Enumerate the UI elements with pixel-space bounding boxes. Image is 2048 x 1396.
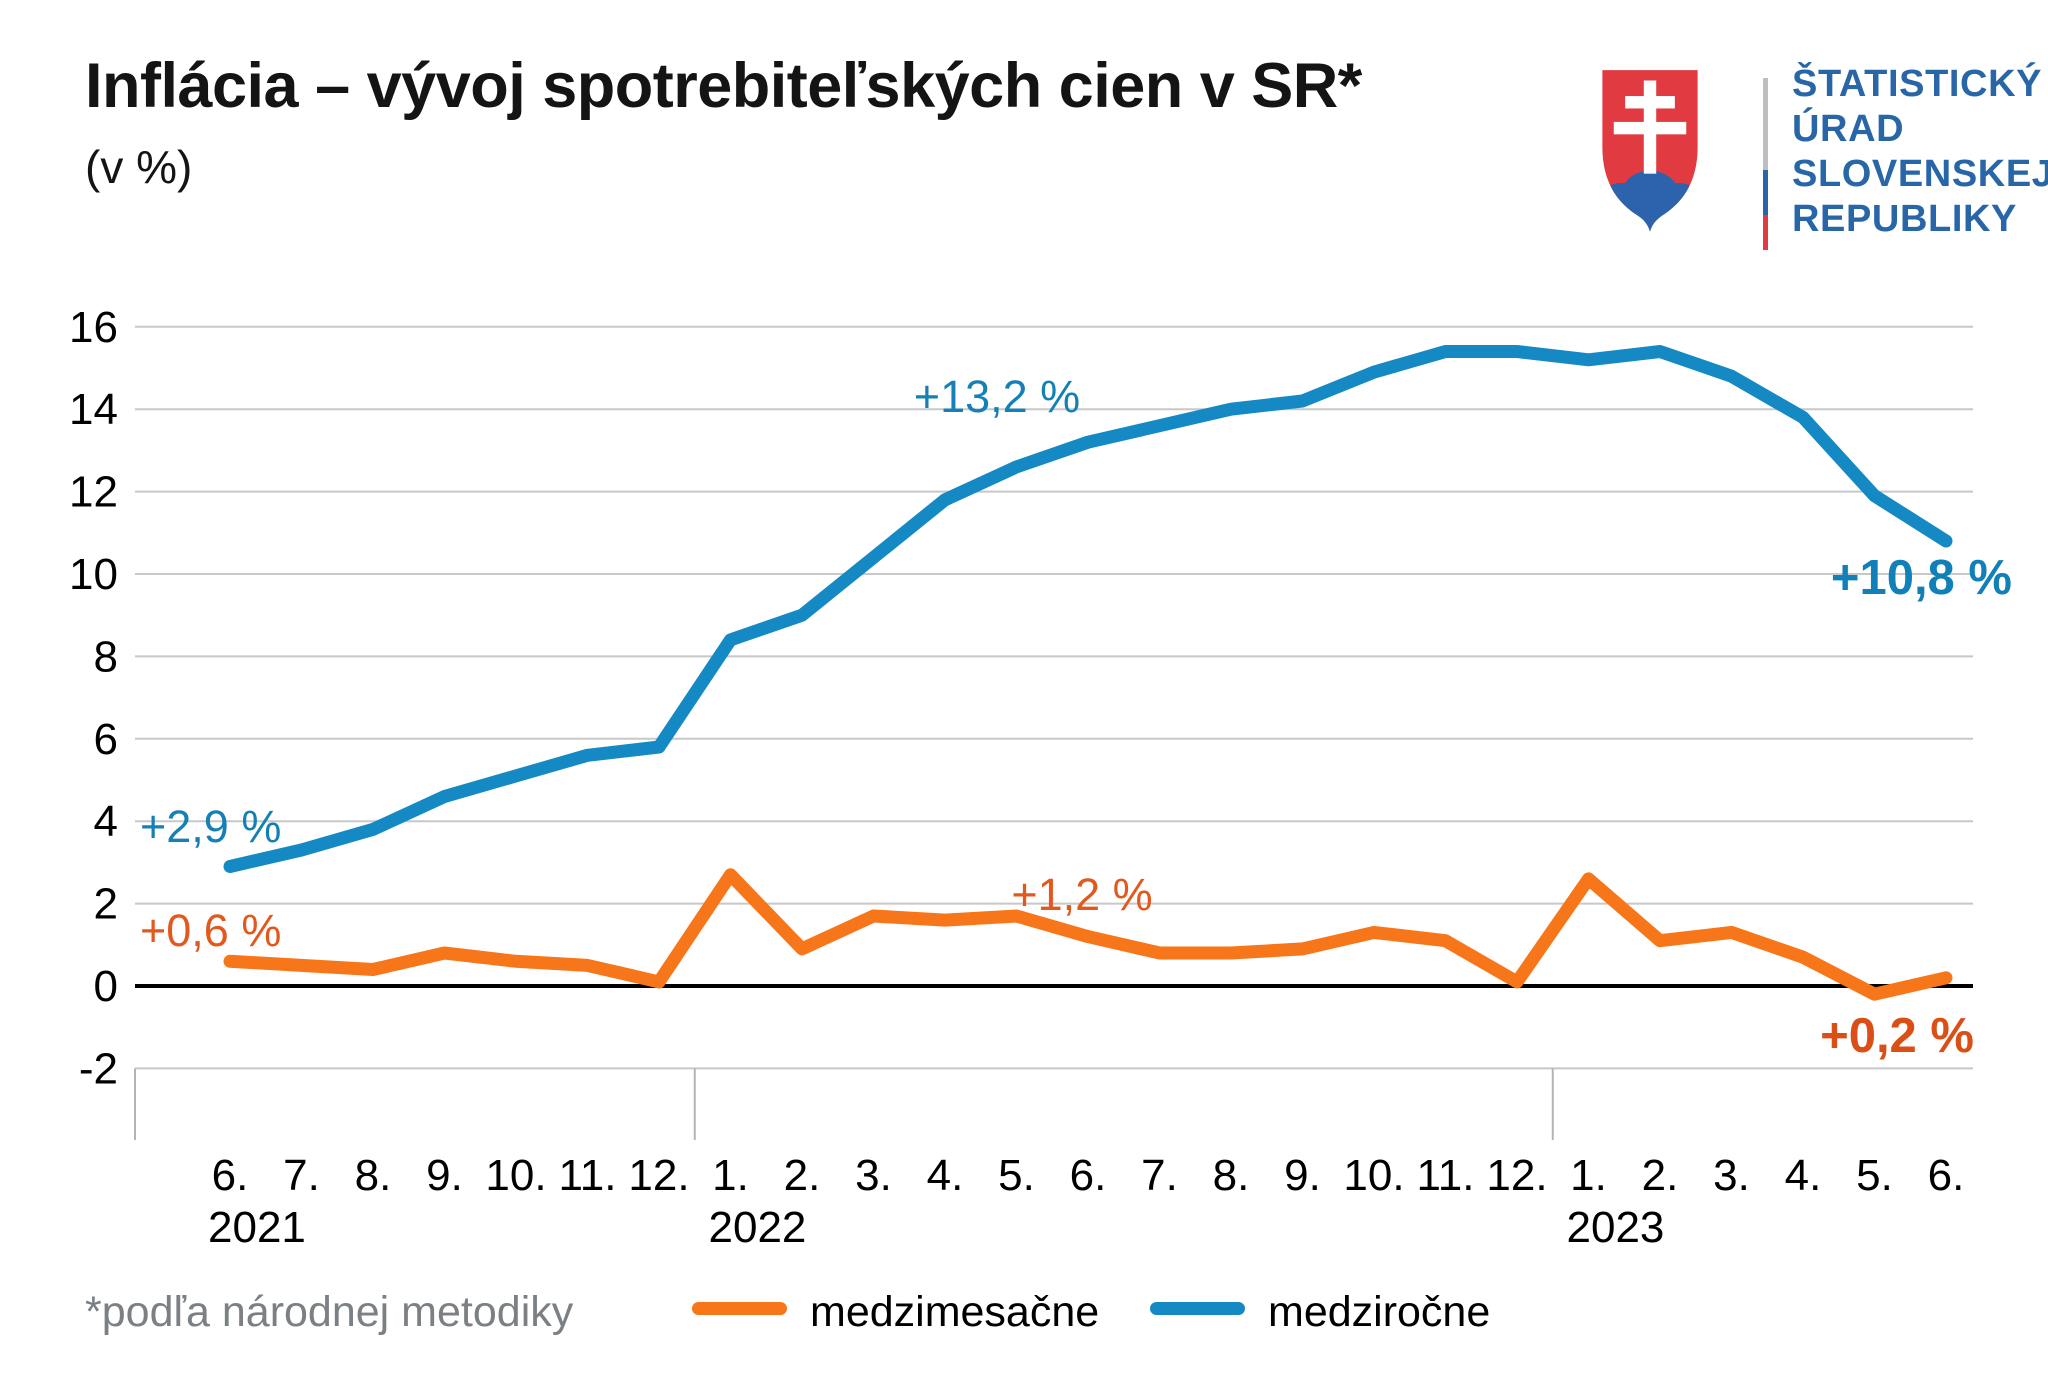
data-label: +2,9 % xyxy=(140,801,281,852)
y-axis-tick-label: 2 xyxy=(94,880,118,929)
page-title: Inflácia – vývoj spotrebiteľských cien v… xyxy=(85,51,1362,121)
y-axis-tick-label: 14 xyxy=(69,385,118,434)
y-axis-tick-label: 4 xyxy=(94,797,118,846)
x-axis-month-label: 3. xyxy=(1713,1151,1750,1200)
x-axis-month-label: 10. xyxy=(485,1151,546,1200)
x-axis-month-label: 3. xyxy=(855,1151,892,1200)
logo-org-line: ÚRAD xyxy=(1792,108,1905,150)
data-label: +0,2 % xyxy=(1820,1009,1974,1063)
x-axis-month-label: 10. xyxy=(1343,1151,1404,1200)
y-axis-tick-label: 0 xyxy=(94,962,118,1011)
x-axis-month-label: 6. xyxy=(1070,1151,1107,1200)
x-axis-month-label: 6. xyxy=(212,1151,249,1200)
y-axis-tick-label: 10 xyxy=(69,550,118,599)
logo-divider xyxy=(1763,78,1768,250)
y-axis-tick-label: 8 xyxy=(94,632,118,681)
x-axis-month-label: 1. xyxy=(712,1151,749,1200)
series-line-medzirocne xyxy=(223,345,1953,873)
data-label: +10,8 % xyxy=(1831,551,2012,605)
x-axis-year-label: 2022 xyxy=(709,1203,807,1252)
x-axis-month-label: 6. xyxy=(1928,1151,1965,1200)
data-label: +0,6 % xyxy=(140,905,281,956)
y-axis-tick-label: 6 xyxy=(94,715,118,764)
x-axis-month-label: 9. xyxy=(1284,1151,1321,1200)
logo-org-line: ŠTATISTICKÝ xyxy=(1792,63,2043,105)
x-axis-month-label: 7. xyxy=(283,1151,320,1200)
x-axis-month-label: 8. xyxy=(355,1151,392,1200)
series-line-medzimesacne xyxy=(223,868,1953,1001)
data-label: +1,2 % xyxy=(1011,869,1152,920)
x-axis-month-label: 7. xyxy=(1141,1151,1178,1200)
slovak-coat-of-arms-icon xyxy=(1602,70,1698,232)
page-subtitle: (v %) xyxy=(85,141,193,193)
x-axis-month-label: 2. xyxy=(784,1151,821,1200)
data-label: +13,2 % xyxy=(914,371,1080,422)
logo-org-name: ŠTATISTICKÝ ÚRAD SLOVENSKEJ REPUBLIKY xyxy=(1792,62,2048,242)
x-axis-month-label: 4. xyxy=(1785,1151,1822,1200)
x-axis-month-label: 12. xyxy=(1486,1151,1547,1200)
methodology-footnote: *podľa národnej metodiky xyxy=(85,1288,574,1336)
x-axis-month-label: 5. xyxy=(998,1151,1035,1200)
legend-label-medzimesacne: medzimesačne xyxy=(810,1288,1100,1336)
x-axis-month-label: 8. xyxy=(1213,1151,1250,1200)
x-axis-year-label: 2021 xyxy=(208,1203,306,1252)
x-axis-month-label: 5. xyxy=(1856,1151,1893,1200)
y-axis-tick-label: -2 xyxy=(79,1044,118,1093)
legend-swatch-medzimesacne xyxy=(692,1302,787,1315)
x-axis-month-label: 12. xyxy=(628,1151,689,1200)
x-axis-month-label: 9. xyxy=(426,1151,463,1200)
x-axis-month-label: 2. xyxy=(1642,1151,1679,1200)
x-axis-month-label: 4. xyxy=(927,1151,964,1200)
x-axis-month-label: 1. xyxy=(1570,1151,1607,1200)
y-axis-tick-label: 16 xyxy=(69,303,118,352)
logo-org-line: SLOVENSKEJ xyxy=(1792,153,2048,195)
x-axis-month-label: 11. xyxy=(1417,1151,1475,1200)
x-axis-month-label: 11. xyxy=(559,1151,617,1200)
logo-org-line: REPUBLIKY xyxy=(1792,198,2017,240)
y-axis-tick-label: 12 xyxy=(69,468,118,517)
x-axis-year-label: 2023 xyxy=(1567,1203,1665,1252)
legend-swatch-medzirocne xyxy=(1150,1302,1245,1315)
legend-label-medzirocne: medziročne xyxy=(1268,1288,1491,1336)
